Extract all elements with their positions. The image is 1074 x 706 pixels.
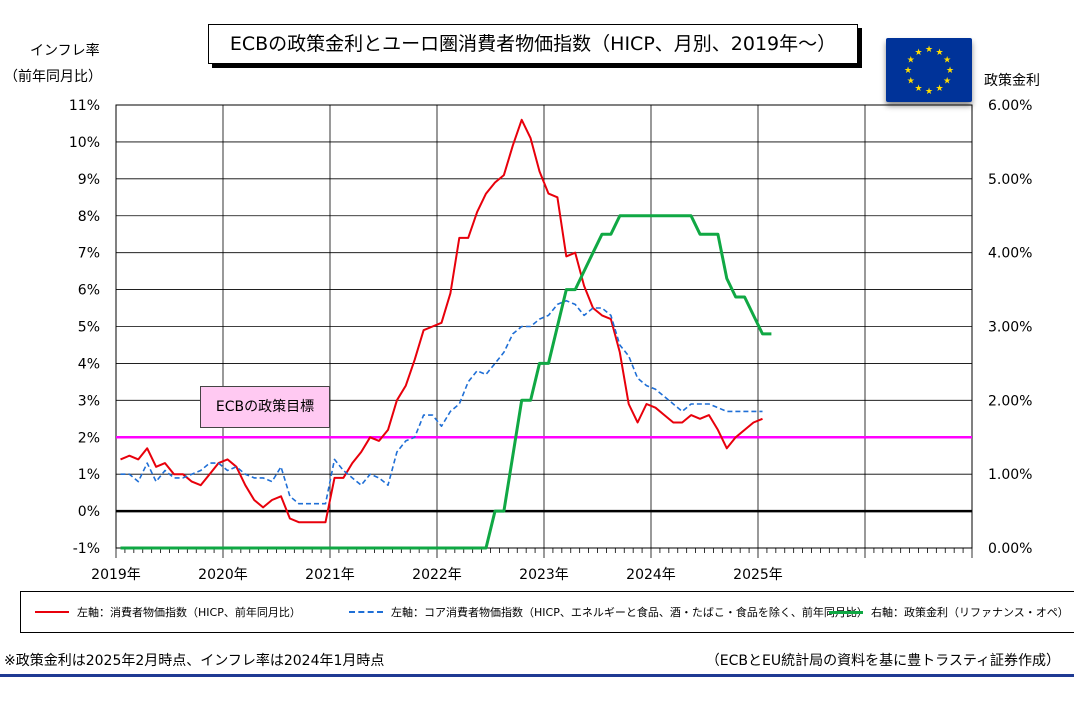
bottom-rule xyxy=(0,674,1074,677)
legend-label-rate: 右軸：政策金利（リファナンス・オペ） xyxy=(871,606,1069,619)
y-left-tick-label: 7% xyxy=(78,246,100,262)
x-tick-label: 2023年 xyxy=(519,567,569,583)
legend-line-hicp xyxy=(35,611,69,613)
y-left-tick-label: 2% xyxy=(78,430,100,446)
y-right-tick-label: 1.00% xyxy=(988,467,1032,483)
y-left-tick-label: 11% xyxy=(69,98,100,114)
y-right-tick-label: 5.00% xyxy=(988,172,1032,188)
y-left-tick-label: 3% xyxy=(78,393,100,409)
flag-star: ★ xyxy=(943,77,951,87)
legend-item-hicp: 左軸：消費者物価指数（HICP、前年同月比） xyxy=(35,592,301,632)
footnote-left: ※政策金利は2025年2月時点、インフレ率は2024年1月時点 xyxy=(4,653,385,669)
y-right-tick-label: 0.00% xyxy=(988,541,1032,557)
y-left-tick-label: 0% xyxy=(78,504,100,520)
footnote-source: （ECBとEU統計局の資料を基に豊トラスティ証券作成） xyxy=(705,653,1060,669)
eu-flag-icon: ★ ★ ★ ★ ★ ★ ★ ★ ★ ★ ★ ★ xyxy=(886,38,972,102)
y-right-tick-label: 6.00% xyxy=(988,98,1032,114)
right-axis-title: 政策金利 xyxy=(984,73,1040,89)
chart-title: ECBの政策金利とユーロ圏消費者物価指数（HICP、月別、2019年～） xyxy=(208,24,858,64)
flag-star: ★ xyxy=(943,56,951,66)
y-left-tick-label: 4% xyxy=(78,356,100,372)
x-tick-label: 2019年 xyxy=(91,567,141,583)
legend-line-rate xyxy=(829,610,863,614)
x-tick-label: 2025年 xyxy=(733,567,783,583)
chart-legend: 左軸：消費者物価指数（HICP、前年同月比） 左軸：コア消費者物価指数（HICP… xyxy=(20,591,1074,633)
legend-label-core: 左軸：コア消費者物価指数（HICP、エネルギーと食品、酒・たばこ・食品を除く、前… xyxy=(391,606,868,619)
y-right-tick-label: 3.00% xyxy=(988,320,1032,336)
policy-target-label: ECBの政策目標 xyxy=(200,386,330,428)
flag-star: ★ xyxy=(904,66,912,76)
y-left-tick-label: -1% xyxy=(73,541,100,557)
legend-item-rate: 右軸：政策金利（リファナンス・オペ） xyxy=(829,592,1069,632)
y-right-tick-label: 4.00% xyxy=(988,246,1032,262)
policy-rate-series-line xyxy=(120,214,772,550)
y-left-tick-label: 10% xyxy=(69,135,100,151)
flag-star: ★ xyxy=(914,84,922,94)
x-tick-label: 2020年 xyxy=(198,567,248,583)
y-left-tick-label: 6% xyxy=(78,283,100,299)
flag-star: ★ xyxy=(907,77,915,87)
left-axis-title: インフレ率 xyxy=(30,43,100,59)
left-axis-title-unit: （前年同月比） xyxy=(4,69,102,85)
flag-star: ★ xyxy=(914,48,922,58)
x-tick-label: 2024年 xyxy=(626,567,676,583)
y-left-tick-label: 1% xyxy=(78,467,100,483)
flag-star: ★ xyxy=(907,56,915,66)
flag-star: ★ xyxy=(925,45,933,55)
legend-label-hicp: 左軸：消費者物価指数（HICP、前年同月比） xyxy=(77,606,301,619)
y-left-tick-label: 8% xyxy=(78,209,100,225)
flag-star: ★ xyxy=(925,87,933,97)
flag-star: ★ xyxy=(935,84,943,94)
hicp-series-line xyxy=(120,118,763,524)
flag-star: ★ xyxy=(946,66,954,76)
x-tick-label: 2022年 xyxy=(412,567,462,583)
y-left-tick-label: 5% xyxy=(78,320,100,336)
y-left-tick-label: 9% xyxy=(78,172,100,188)
core-hicp-series-line xyxy=(120,299,763,505)
flag-star: ★ xyxy=(935,48,943,58)
x-tick-label: 2021年 xyxy=(305,567,355,583)
y-right-tick-label: 2.00% xyxy=(988,393,1032,409)
legend-item-core: 左軸：コア消費者物価指数（HICP、エネルギーと食品、酒・たばこ・食品を除く、前… xyxy=(349,592,868,632)
flag-stars: ★ ★★★★★★★★★★★ xyxy=(904,45,954,97)
legend-line-core xyxy=(349,611,383,613)
